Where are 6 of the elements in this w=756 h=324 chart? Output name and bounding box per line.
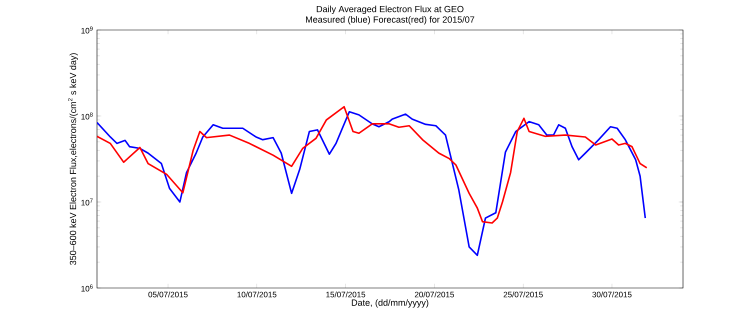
line-series <box>97 106 648 224</box>
y-axis-title: 350–600 keV Electron Flux,electrons/(cm$^{2}$ s keV day) <box>68 53 78 265</box>
chart-subtitle: Measured (blue) Forecast(red) for 2015/07 <box>306 16 474 24</box>
line-series <box>97 110 646 256</box>
chart-title: Daily Averaged Electron Flux at GEO <box>316 6 464 14</box>
x-axis-title: Date, (dd/mm/yyyy) <box>352 299 428 308</box>
